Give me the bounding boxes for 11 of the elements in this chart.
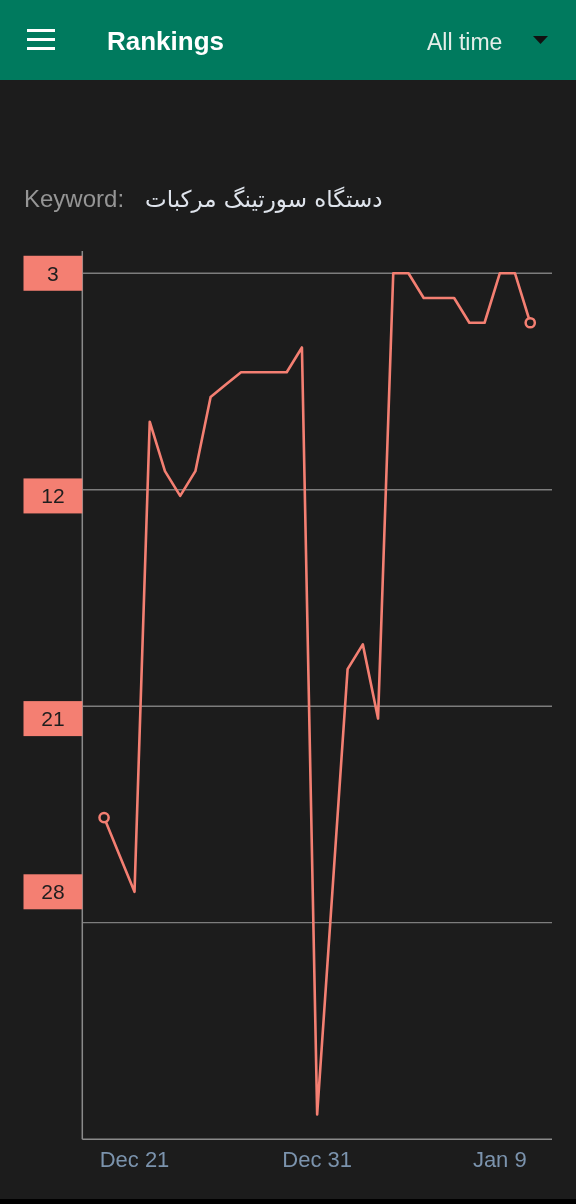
ytick-label: 12	[41, 484, 65, 508]
annotation: دستگاه سورتینگ مرکبات	[145, 186, 383, 212]
title: Rankings	[107, 27, 225, 55]
ytick-label: 28	[41, 880, 65, 904]
ytick-label: 21	[41, 707, 65, 731]
annotation: Keyword:	[24, 186, 125, 212]
annotation: All time	[427, 29, 503, 55]
xtick-label: Dec 21	[99, 1147, 170, 1172]
ytick-label: 3	[47, 261, 59, 285]
xtick-label: Dec 31	[282, 1147, 352, 1172]
xtick-label: Jan 9	[472, 1147, 527, 1172]
